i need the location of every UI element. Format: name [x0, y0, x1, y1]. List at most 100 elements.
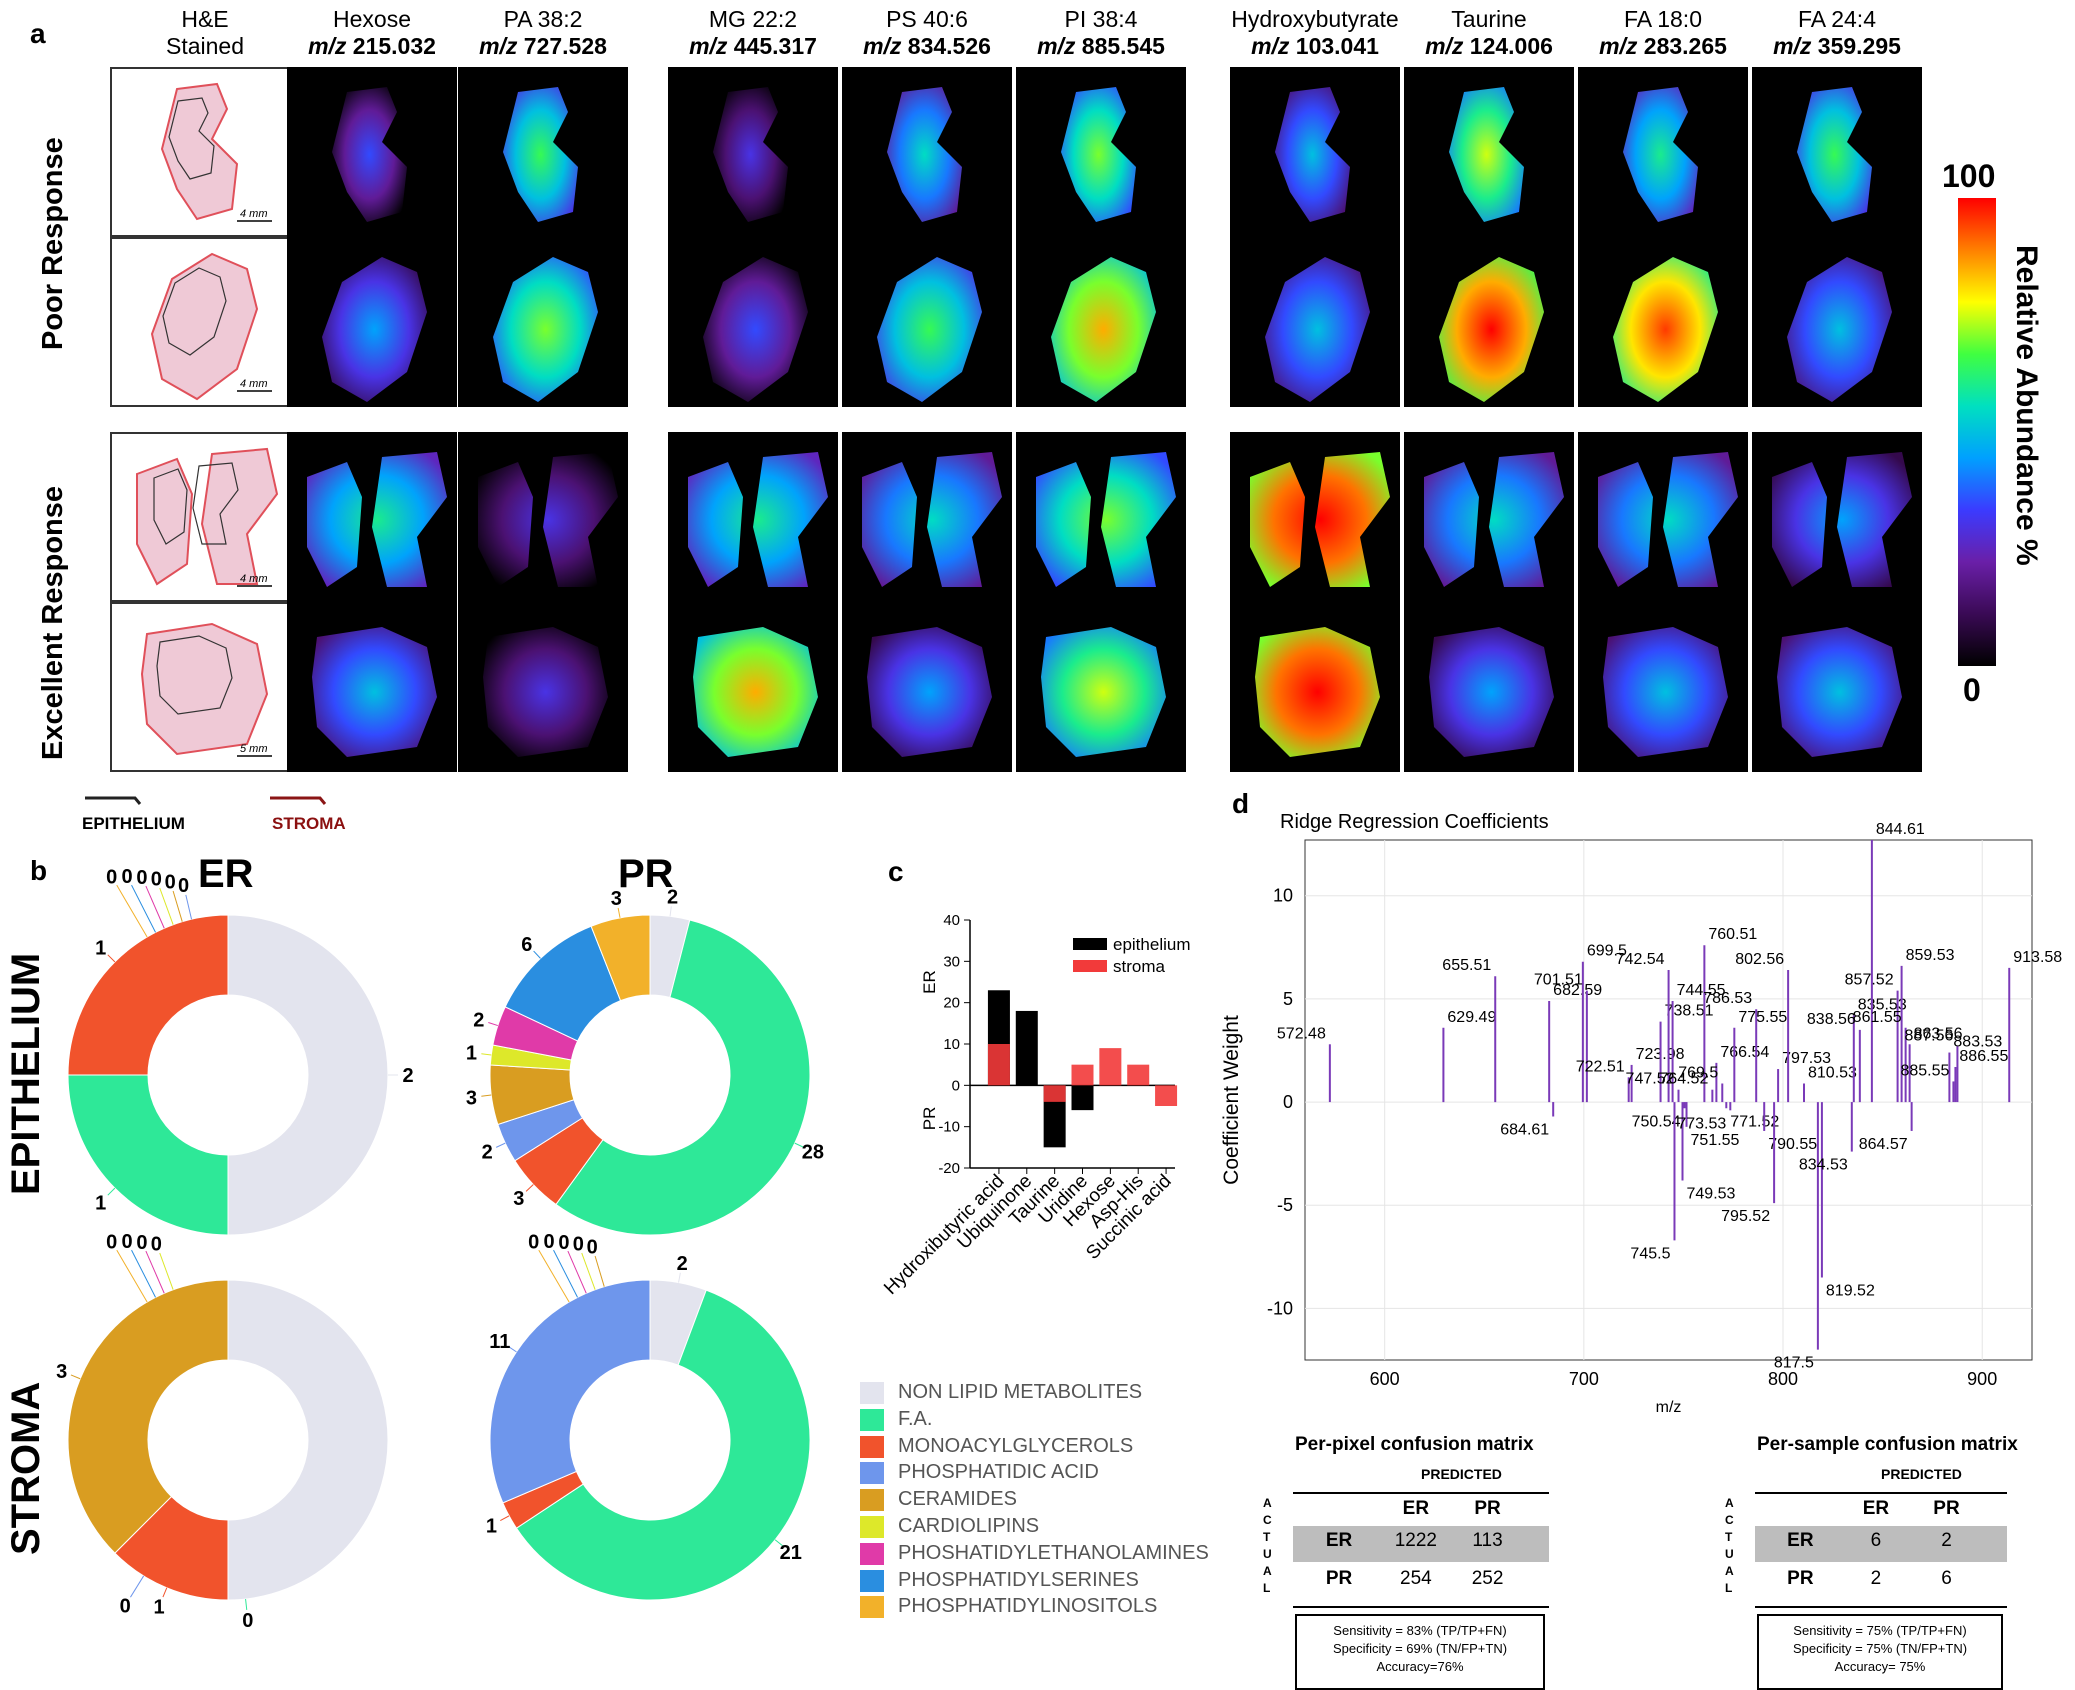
ms-heatmap [1598, 452, 1738, 587]
donut-slice [515, 1289, 811, 1601]
colorbar-axis-label: Relative Abundance % [2010, 245, 2043, 566]
coefficient-label: 885.55 [1900, 1062, 1949, 1079]
column-header-mz: m/z 124.006 [1394, 33, 1584, 60]
legend-swatch [860, 1596, 884, 1619]
cm-cell-value: 6 [1870, 1530, 1882, 1551]
he-tissue-drawing: 4 mm [150, 252, 272, 401]
coefficient-label: 797.53 [1782, 1050, 1831, 1067]
mz-prefix: m/z [863, 33, 908, 59]
ms-heatmap [1603, 627, 1728, 757]
legend-label: CERAMIDES [898, 1488, 1017, 1511]
colorbar-min-label: 0 [1963, 672, 1981, 708]
tissue-signal [688, 452, 828, 587]
donut-leader-line [172, 890, 183, 922]
tissue-signal [1613, 257, 1718, 402]
x-tick-label: 800 [1768, 1369, 1798, 1389]
ms-image-tile [287, 67, 457, 237]
cm-row-shade [1755, 1526, 2007, 1562]
x-tick-label: 600 [1370, 1369, 1400, 1389]
tissue-signal [867, 627, 992, 757]
coefficient-label: 838.56 [1807, 1011, 1856, 1028]
legend-swatch [860, 1516, 884, 1538]
mz-prefix: m/z [689, 33, 734, 59]
donut-data-label: 0 [178, 875, 189, 897]
mz-value: 215.032 [352, 33, 436, 59]
coefficient-label: 790.55 [1768, 1136, 1817, 1153]
legend-swatch [860, 1569, 884, 1592]
donut-data-label: 28 [802, 1142, 824, 1164]
legend-label: PHOSPHATIDYLSERINES [898, 1568, 1139, 1591]
panel-c-letter: c [888, 856, 904, 887]
donut-data-label: 0 [121, 866, 132, 888]
tissue-signal [887, 87, 962, 222]
tissue-signal [1449, 87, 1524, 222]
donut-leader-line [159, 887, 174, 925]
mz-value: 834.526 [907, 33, 991, 59]
donut-leader-line [774, 1539, 784, 1547]
y-tick-label: 5 [1283, 989, 1293, 1009]
y-tick-label: -10 [938, 1119, 960, 1136]
y-label-pr: PR [920, 1107, 939, 1131]
donut-data-label: 0 [573, 1234, 584, 1256]
coefficient-label: 749.53 [1687, 1185, 1736, 1202]
coefficient-label: 835.53 [1858, 996, 1907, 1013]
donut-leader-line [495, 1142, 506, 1148]
tissue-signal [1787, 257, 1892, 402]
ms-image-tile [1230, 602, 1400, 772]
tissue-signal [877, 257, 982, 402]
he-tissue-drawing: 4 mm [160, 82, 272, 222]
tissue-signal [713, 87, 788, 222]
ms-image-tile [1752, 432, 1922, 602]
cm-title: Per-sample confusion matrix [1757, 1434, 2018, 1455]
coefficient-label: 764.52 [1659, 1071, 1708, 1088]
donut-leader-line [131, 884, 156, 933]
cm-metric: Sensitivity = 75% (TP/TP+FN) [1793, 1623, 1967, 1638]
legend-label-epithelium: epithelium [1113, 935, 1191, 954]
donut-leader-line [567, 1250, 587, 1294]
ms-heatmap [1449, 87, 1524, 222]
donut-leader-line [533, 950, 541, 959]
ms-image-tile [842, 432, 1012, 602]
ms-heatmap [1041, 627, 1166, 757]
tissue-signal [332, 87, 407, 222]
donut-slice [489, 1279, 651, 1504]
cm-row-label: PR [1787, 1568, 1814, 1589]
ms-heatmap [862, 452, 1002, 587]
donut-leader-line [116, 884, 148, 938]
tissue-signal [703, 257, 808, 402]
column-header-mz: m/z 445.317 [658, 33, 848, 60]
ms-image-tile [1404, 237, 1574, 407]
ms-heatmap [332, 87, 407, 222]
stroma-outline [140, 622, 269, 756]
donut-leader-line [245, 1598, 248, 1611]
ms-heatmap [478, 452, 618, 587]
donut-leader-line [131, 1249, 156, 1298]
ms-heatmap [867, 627, 992, 757]
tissue-signal [1061, 87, 1136, 222]
mz-prefix: m/z [1251, 33, 1296, 59]
donut-leader-line [525, 1184, 534, 1192]
ms-image-tile [1578, 67, 1748, 237]
donut-leader-line [116, 1249, 148, 1303]
y-tick-label: 40 [943, 912, 960, 929]
stroma-line-swatch [270, 796, 327, 805]
donut-slice [227, 914, 389, 1236]
donut-leader-line [581, 1252, 596, 1290]
column-header-3: MG 22:2 m/z 445.317 [658, 6, 848, 60]
legend-epithelium: EPITHELIUM [82, 814, 185, 833]
tissue-signal [1265, 257, 1370, 402]
column-header-2: PA 38:2 m/z 727.528 [448, 6, 638, 60]
cm-actual-letter: U [1725, 1547, 1734, 1561]
cm-actual-letter: C [1725, 1513, 1734, 1527]
donut-leader-line [500, 1515, 510, 1521]
panel-d-chart: Ridge Regression Coefficients 600 700 800 90… [1220, 811, 2062, 1416]
epithelium-outline [162, 267, 227, 356]
stroma-outline [150, 252, 259, 401]
ms-image-tile [1752, 602, 1922, 772]
tissue-signal [312, 627, 437, 757]
cm-rule-top [1755, 1492, 2007, 1494]
donut-data-label: 2 [473, 1009, 484, 1031]
donut-slice [67, 1074, 229, 1236]
ms-image-tile [668, 67, 838, 237]
